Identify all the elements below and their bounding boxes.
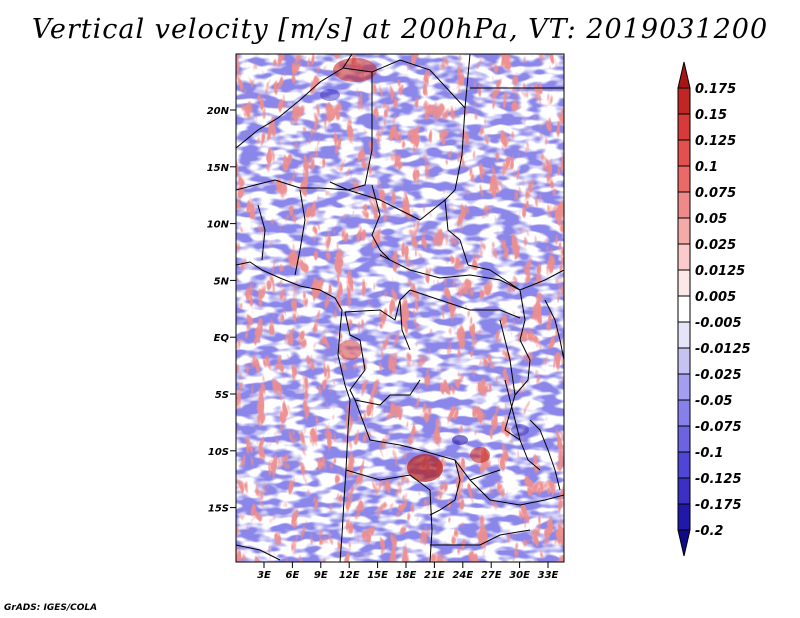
lon-tick-label: 15E [367,570,388,581]
colorbar-swatch [677,399,691,427]
colorbar-swatch [677,87,691,115]
lon-tick-label: 21E [424,570,445,581]
colorbar-swatch [677,139,691,167]
colorbar-swatch [677,295,691,323]
lon-tick-label: 12E [339,570,360,581]
colorbar-swatch [677,321,691,349]
latitude-axis: 20N 15N 10N 5N EQ 5S 10S 15S [207,106,236,515]
colorbar-level-label: -0.125 [695,472,742,487]
colorbar-swatch [677,503,691,531]
lon-tick-label: 30E [509,570,530,581]
chart-title: Vertical velocity [m/s] at 200hPa, VT: 2… [31,14,769,45]
colorbar-level-label: 0.15 [695,108,727,123]
lon-tick-label: 27E [481,570,502,581]
lon-tick-label: 18E [396,570,417,581]
colorbar-level-label: -0.005 [695,316,742,331]
lat-tick-label: 5N [214,276,230,287]
longitude-axis: 3E 6E 9E 12E 15E 18E 21E 24E 27E 30E 33E [257,562,559,581]
colorbar-level-label: 0.175 [695,82,736,97]
colorbar-swatch [677,269,691,297]
lat-tick-label: 10N [207,220,230,231]
colorbar-level-label: -0.1 [695,446,723,461]
colorbar-level-label: -0.0125 [695,342,751,357]
colorbar-swatch [677,217,691,245]
colorbar-swatch [677,61,691,89]
lon-tick-label: 9E [314,570,328,581]
colorbar-level-label: -0.075 [695,420,742,435]
colorbar-legend: 0.175 0.15 0.125 0.1 0.075 0.05 0.025 0.0125 0.0… [677,61,751,557]
map-frame [235,53,565,563]
colorbar-level-label: 0.075 [695,186,736,201]
colorbar-swatch [677,451,691,479]
colorbar-level-label: 0.125 [695,134,736,149]
colorbar-swatch [677,477,691,505]
colorbar-swatch [677,165,691,193]
lat-tick-label: 20N [207,106,230,117]
lat-tick-label: 5S [215,390,229,401]
colorbar-level-label: 0.0125 [695,264,745,279]
colorbar-level-label: 0.005 [695,290,736,305]
lon-tick-label: 24E [452,570,473,581]
country-borders [236,54,564,562]
colorbar-level-label: -0.05 [695,394,732,409]
colorbar-level-label: -0.025 [695,368,742,383]
vertical-velocity-field [236,54,564,562]
lat-tick-label: EQ [214,333,230,344]
lat-tick-label: 15N [207,163,230,174]
grads-credit: GrADS: IGES/COLA [4,603,98,613]
colorbar-swatch [677,425,691,453]
colorbar-level-label: -0.2 [695,524,723,539]
lat-tick-label: 15S [208,504,229,515]
lon-tick-label: 33E [538,570,559,581]
colorbar-level-label: 0.05 [695,212,727,227]
colorbar-swatch [677,113,691,141]
colorbar-level-label: 0.1 [695,160,718,175]
lon-tick-label: 6E [286,570,300,581]
colorbar-level-label: 0.025 [695,238,736,253]
lat-tick-label: 10S [208,447,229,458]
colorbar-swatch [677,347,691,375]
colorbar-swatch [677,529,691,557]
colorbar-swatch [677,243,691,271]
lon-tick-label: 3E [257,570,271,581]
colorbar-swatch [677,191,691,219]
colorbar-swatch [677,373,691,401]
colorbar-level-label: -0.175 [695,498,742,513]
